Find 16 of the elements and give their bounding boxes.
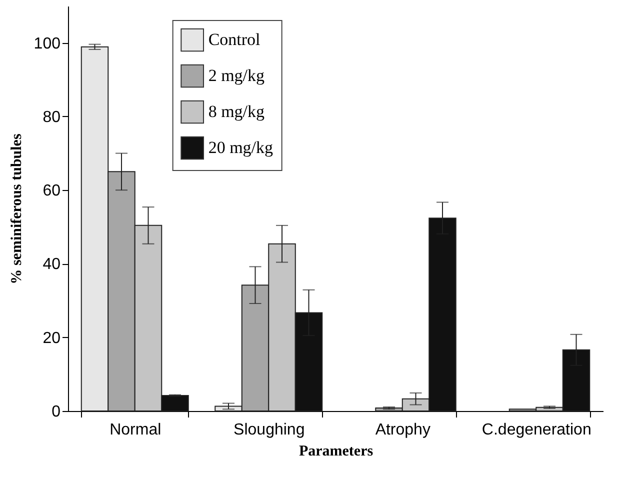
legend-label: 20 mg/kg <box>208 138 274 157</box>
y-tick-label: 80 <box>42 108 61 126</box>
x-tick-label: Normal <box>110 422 162 438</box>
y-tick-label: 40 <box>42 256 61 274</box>
y-tick-label: 0 <box>52 404 61 420</box>
y-tick-label: 20 <box>42 330 61 347</box>
legend-label: 8 mg/kg <box>208 102 266 121</box>
x-tick-label: Sloughing <box>234 422 305 438</box>
legend-label: Control <box>208 30 261 49</box>
x-axis-title: Parameters <box>298 444 374 460</box>
x-tick-label: C.degeneration <box>482 422 592 438</box>
y-axis-title: % seminiferous tubules <box>8 134 25 284</box>
legend-label: 2 mg/kg <box>208 66 266 85</box>
y-tick-label: 100 <box>34 35 61 52</box>
x-tick-label: Atrophy <box>375 422 430 438</box>
y-tick-label: 60 <box>42 182 61 200</box>
